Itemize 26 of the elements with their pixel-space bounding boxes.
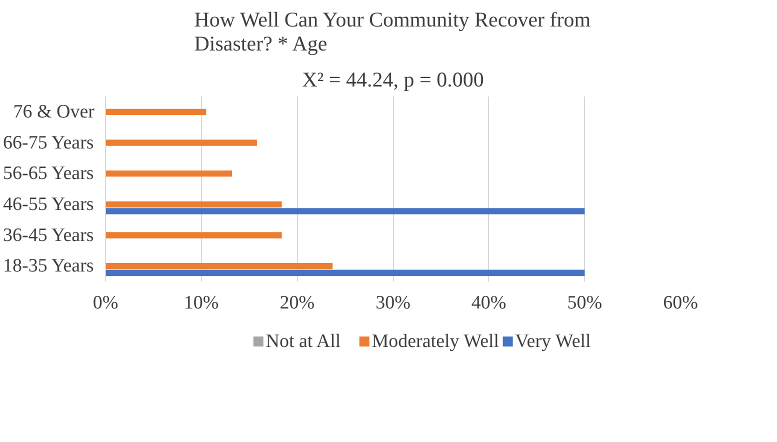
chart-title: How Well Can Your Community Recover from Disaster? * Age [194,8,591,56]
bar [106,270,585,276]
y-tick-label: 18-35 Years [3,256,94,277]
x-tick-label: 30% [376,292,411,314]
legend-label: Not at All [266,331,341,352]
y-tick-label: 46-55 Years [3,194,94,215]
bar [106,201,282,208]
y-tick-label: 56-65 Years [3,163,94,184]
x-tick-label: 50% [567,292,602,314]
bar [106,263,333,270]
bar [106,170,232,177]
y-tick-label: 76 & Over [13,101,96,122]
bar [106,108,206,115]
y-tick-label: 36-45 Years [3,224,94,246]
bar [106,208,585,214]
legend-label: Moderately Well [372,331,500,352]
x-tick-label: 10% [184,292,219,314]
x-tick-label: 60% [663,292,698,314]
chart-subtitle: X² = 44.24, p = 0.000 [302,68,484,92]
x-tick-label: 40% [471,292,506,314]
x-tick-label: 20% [280,292,315,314]
bar [106,232,282,238]
x-tick-label: 0% [92,292,118,314]
y-tick-label: 66-75 Years [3,132,94,154]
bar [106,140,257,146]
legend-label: Very Well [515,331,591,352]
